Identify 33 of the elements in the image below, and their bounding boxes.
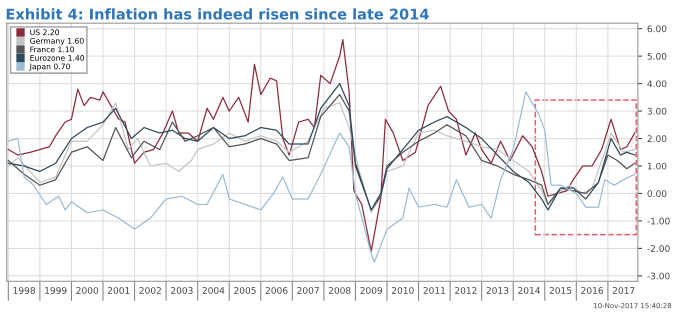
x-tick-label: 2005 [234, 287, 256, 294]
x-tick-label: 2001 [108, 287, 130, 294]
y-tick-label: -2.00 [647, 245, 670, 252]
x-tick-label: 2016 [581, 287, 604, 294]
x-tick-label: 2009 [360, 287, 382, 294]
line-series [8, 39, 636, 252]
x-tick-label: 2004 [202, 287, 224, 294]
x-tick-label: 2012 [455, 287, 476, 294]
x-tick-label: 2006 [266, 287, 288, 294]
x-tick-label: 2010 [392, 287, 414, 294]
y-tick-label: 6.00 [648, 25, 666, 32]
y-tick-label: -1.00 [647, 218, 670, 224]
x-tick-label: 2008 [328, 287, 351, 294]
x-tick-label: 1998 [14, 287, 35, 294]
y-tick-label: 3.00 [648, 108, 666, 115]
x-tick-label: 2007 [297, 287, 319, 294]
x-tick-label: 2015 [550, 287, 572, 294]
y-tick-label: 4.00 [647, 80, 666, 88]
x-tick-label: 2000 [76, 287, 98, 294]
x-tick-label: 2013 [486, 287, 508, 294]
chart-title: Exhibit 4: Inflation has indeed risen since late 2014 [6, 8, 429, 20]
y-tick-label: 5.00 [648, 52, 666, 60]
y-tick-label: 1.00 [648, 162, 666, 170]
x-tick-label: 2002 [140, 287, 161, 294]
x-tick-label: 2011 [424, 287, 445, 294]
y-tick-label: -3.00 [647, 272, 670, 280]
x-tick-label: 2014 [518, 287, 540, 294]
y-tick-label: 2.00 [648, 135, 666, 142]
x-tick-label: 2017 [612, 287, 634, 294]
x-tick-label: 2003 [171, 287, 193, 294]
x-tick-label: 1999 [45, 287, 67, 294]
line-series [8, 91, 636, 263]
y-tick-label: 0.00 [648, 190, 666, 198]
